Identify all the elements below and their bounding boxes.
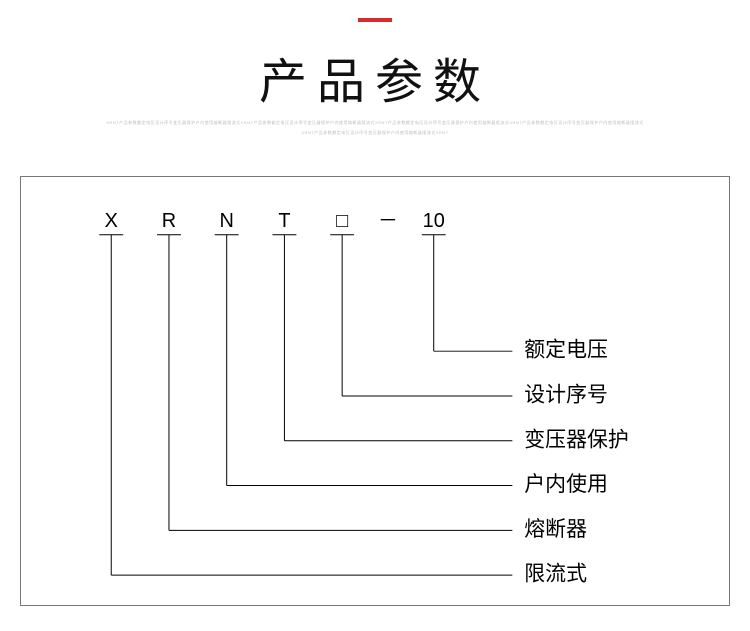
- code-char: －: [378, 210, 398, 232]
- diagram-frame: X 限流式 R 熔断器 N 户内使用 T 变压器保护 □ 设计序号 － 10 额定电压: [20, 176, 730, 606]
- code-char: X: [105, 210, 118, 232]
- page-title: 产品参数: [0, 42, 750, 112]
- code-char: T: [278, 210, 290, 232]
- model-code-diagram: X 限流式 R 熔断器 N 户内使用 T 变压器保护 □ 设计序号 － 10 额定电压: [21, 177, 729, 605]
- segment-description: 户内使用: [524, 473, 608, 496]
- code-char: 10: [423, 210, 445, 232]
- segment-description: 额定电压: [524, 339, 608, 362]
- segment-description: 熔断器: [524, 518, 587, 541]
- accent-bar: [358, 18, 392, 22]
- segment-description: 限流式: [524, 563, 587, 586]
- code-char: N: [220, 210, 234, 232]
- decorative-microtext-2: XRNT产品参数额定电压设计序号变压器保护户内使用熔断器限流式XRNT: [250, 130, 500, 136]
- segment-description: 设计序号: [524, 383, 608, 406]
- code-char: □: [336, 210, 348, 232]
- segment-description: 变压器保护: [524, 428, 628, 451]
- code-char: R: [162, 210, 176, 232]
- diagram-svg-wrap: X 限流式 R 熔断器 N 户内使用 T 变压器保护 □ 设计序号 － 10 额定电压: [21, 177, 729, 605]
